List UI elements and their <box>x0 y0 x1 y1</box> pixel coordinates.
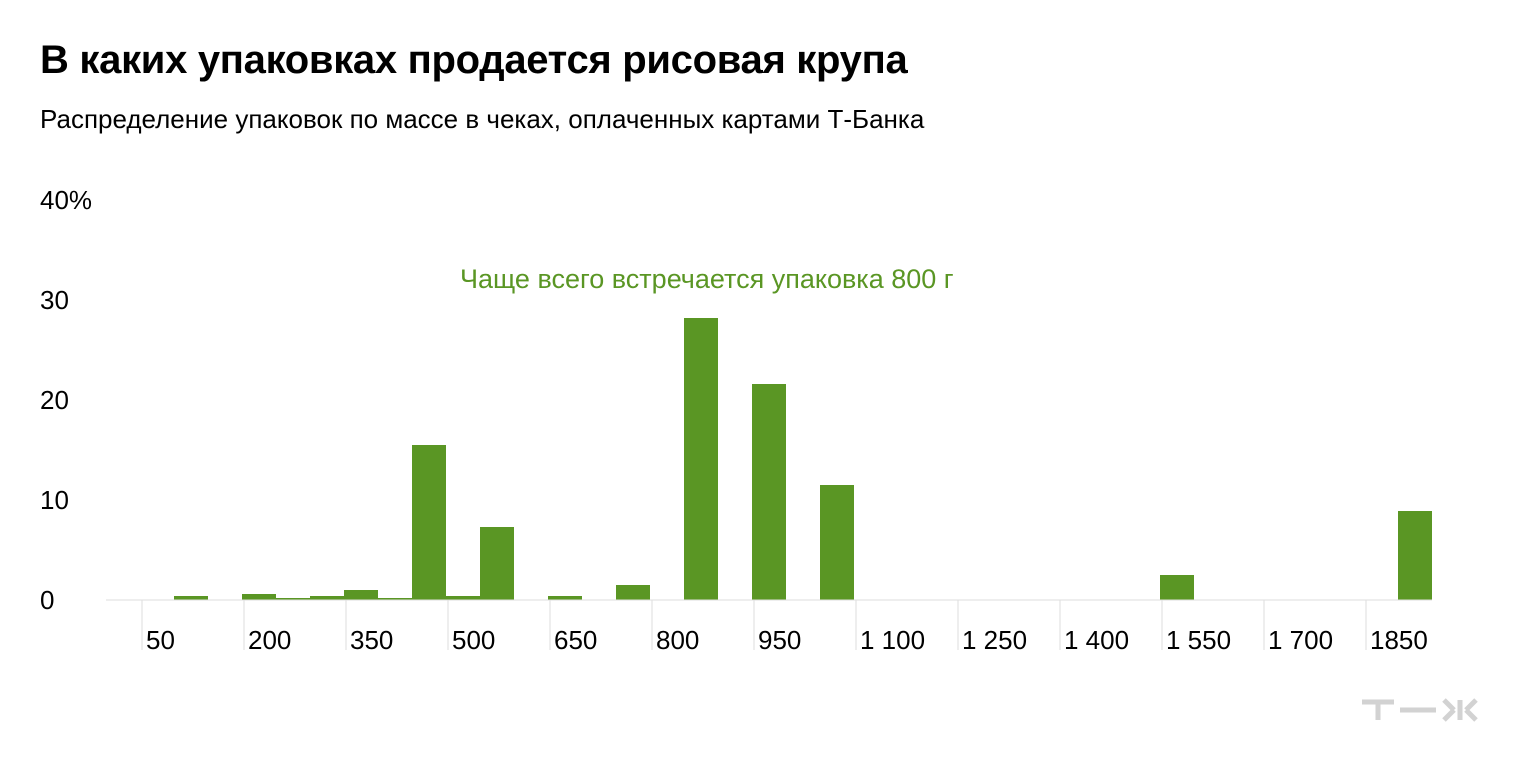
t-zh-logo-icon <box>1362 698 1478 722</box>
x-tick-label: 1 100 <box>860 625 925 655</box>
x-tick-label: 350 <box>350 625 393 655</box>
y-tick-label: 0 <box>40 585 54 615</box>
x-tick-label: 800 <box>656 625 699 655</box>
x-axis: 50 200 350 500 650 800 950 1 100 1 250 1 400 1 550… <box>106 599 1432 655</box>
bar-400 <box>378 598 412 600</box>
x-tick-label: 950 <box>758 625 801 655</box>
chart-annotation: Чаще всего встречается упаковка 800 г <box>460 264 954 294</box>
bar-550 <box>480 527 514 600</box>
y-tick-label: 20 <box>40 385 69 415</box>
x-tick-label: 50 <box>146 625 175 655</box>
x-tick-label: 1850 <box>1370 625 1428 655</box>
y-tick-label: 40% <box>40 185 92 215</box>
bar-450 <box>412 445 446 600</box>
y-tick-label: 10 <box>40 485 69 515</box>
bar-200 <box>242 594 276 600</box>
y-tick-label: 30 <box>40 285 69 315</box>
bar-650 <box>548 596 582 600</box>
y-axis: 0 10 20 30 40% <box>40 185 92 615</box>
bar-350 <box>344 590 378 600</box>
x-tick-label: 1 250 <box>962 625 1027 655</box>
x-tick-label: 1 700 <box>1268 625 1333 655</box>
x-tick-label: 500 <box>452 625 495 655</box>
bar-1550 <box>1160 575 1194 600</box>
bar-950 <box>752 384 786 600</box>
bar-850 <box>684 318 718 600</box>
x-tick-label: 200 <box>248 625 291 655</box>
x-tick-label: 650 <box>554 625 597 655</box>
bar-1900 <box>1398 511 1432 600</box>
bar-100 <box>174 596 208 600</box>
chart-title: В каких упаковках продается рисовая круп… <box>40 38 908 82</box>
bars <box>174 318 1432 600</box>
bar-250 <box>276 598 310 600</box>
x-tick-label: 1 550 <box>1166 625 1231 655</box>
bar-1050 <box>820 485 854 600</box>
bar-750 <box>616 585 650 600</box>
bar-500 <box>446 596 480 600</box>
bar-300 <box>310 596 344 600</box>
chart-subtitle: Распределение упаковок по массе в чеках,… <box>40 104 925 134</box>
x-tick-label: 1 400 <box>1064 625 1129 655</box>
